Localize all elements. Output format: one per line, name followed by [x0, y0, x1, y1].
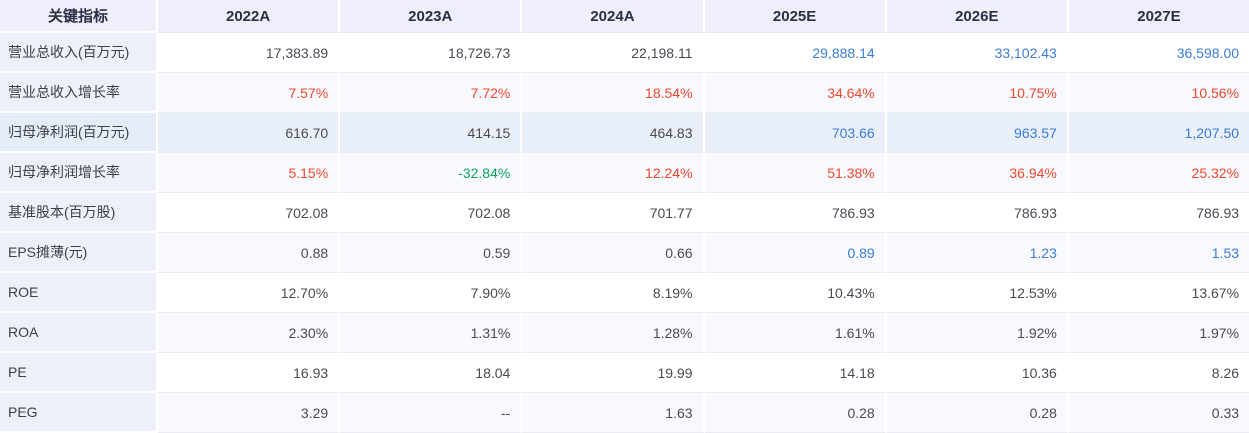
value-cell: 464.83: [522, 113, 705, 153]
value-cell: 7.90%: [340, 273, 523, 313]
value-cell: 1.23: [886, 233, 1069, 273]
table-row[interactable]: 归母净利润增长率 5.15% -32.84% 12.24% 51.38% 36.94% 25…: [0, 153, 1249, 193]
value-cell: 36.94%: [886, 153, 1069, 193]
header-cell-year: 2022A: [158, 0, 341, 33]
value-cell: 12.70%: [158, 273, 341, 313]
header-cell-year: 2026E: [886, 0, 1069, 33]
value-cell: 51.38%: [704, 153, 887, 193]
row-label: 归母净利润(百万元): [0, 113, 158, 153]
value-cell: 12.53%: [886, 273, 1069, 313]
table-row[interactable]: 营业总收入(百万元) 17,383.89 18,726.73 22,198.11 29,…: [0, 33, 1249, 73]
value-cell: 10.56%: [1068, 73, 1249, 113]
row-label: 归母净利润增长率: [0, 153, 158, 193]
row-label: PEG: [0, 393, 158, 433]
value-cell: 1.92%: [886, 313, 1069, 353]
value-cell: 3.29: [158, 393, 341, 433]
value-cell: 0.28: [886, 393, 1069, 433]
value-cell: 36,598.00: [1068, 33, 1249, 73]
value-cell: 25.32%: [1068, 153, 1249, 193]
table-body: 营业总收入(百万元) 17,383.89 18,726.73 22,198.11 29,…: [0, 33, 1249, 433]
value-cell: 10.43%: [704, 273, 887, 313]
value-cell: 0.88: [158, 233, 341, 273]
table-row[interactable]: ROA 2.30% 1.31% 1.28% 1.61% 1.92% 1.97%: [0, 313, 1249, 353]
value-cell: 414.15: [340, 113, 523, 153]
value-cell: 0.66: [522, 233, 705, 273]
row-label: ROE: [0, 273, 158, 313]
value-cell: 1,207.50: [1068, 113, 1249, 153]
value-cell: 703.66: [704, 113, 887, 153]
value-cell: 19.99: [522, 353, 705, 393]
value-cell: 17,383.89: [158, 33, 341, 73]
header-cell-year: 2025E: [704, 0, 887, 33]
value-cell: 702.08: [158, 193, 341, 233]
value-cell: 701.77: [522, 193, 705, 233]
table-row[interactable]: 基准股本(百万股) 702.08 702.08 701.77 786.93 786.93 7…: [0, 193, 1249, 233]
value-cell: 1.61%: [704, 313, 887, 353]
value-cell: 13.67%: [1068, 273, 1249, 313]
table-row[interactable]: 营业总收入增长率 7.57% 7.72% 18.54% 34.64% 10.75% 10.5…: [0, 73, 1249, 113]
value-cell: 1.28%: [522, 313, 705, 353]
value-cell: 10.36: [886, 353, 1069, 393]
header-cell-year: 2023A: [340, 0, 523, 33]
value-cell: 16.93: [158, 353, 341, 393]
value-cell: 12.24%: [522, 153, 705, 193]
value-cell: 0.59: [340, 233, 523, 273]
row-label: EPS摊薄(元): [0, 233, 158, 273]
row-label: ROA: [0, 313, 158, 353]
value-cell: 0.89: [704, 233, 887, 273]
value-cell: 0.33: [1068, 393, 1249, 433]
value-cell: 7.72%: [340, 73, 523, 113]
table-row[interactable]: PE 16.93 18.04 19.99 14.18 10.36 8.26: [0, 353, 1249, 393]
value-cell: 1.31%: [340, 313, 523, 353]
value-cell: 33,102.43: [886, 33, 1069, 73]
value-cell: 702.08: [340, 193, 523, 233]
header-cell-year: 2027E: [1068, 0, 1249, 33]
value-cell: 0.28: [704, 393, 887, 433]
value-cell: 8.26: [1068, 353, 1249, 393]
value-cell: -32.84%: [340, 153, 523, 193]
header-cell-indicator: 关键指标: [0, 0, 158, 33]
value-cell: 22,198.11: [522, 33, 705, 73]
row-label: 营业总收入增长率: [0, 73, 158, 113]
value-cell: 1.53: [1068, 233, 1249, 273]
table-header-row: 关键指标 2022A 2023A 2024A 2025E 2026E 2027E: [0, 0, 1249, 33]
table-row[interactable]: EPS摊薄(元) 0.88 0.59 0.66 0.89 1.23 1.53: [0, 233, 1249, 273]
value-cell: 786.93: [704, 193, 887, 233]
value-cell: 2.30%: [158, 313, 341, 353]
value-cell: 1.63: [522, 393, 705, 433]
value-cell: 18.54%: [522, 73, 705, 113]
value-cell: 786.93: [886, 193, 1069, 233]
value-cell: 5.15%: [158, 153, 341, 193]
value-cell: 14.18: [704, 353, 887, 393]
value-cell: 7.57%: [158, 73, 341, 113]
value-cell: 34.64%: [704, 73, 887, 113]
row-label: PE: [0, 353, 158, 393]
value-cell: 18,726.73: [340, 33, 523, 73]
header-cell-year: 2024A: [522, 0, 705, 33]
value-cell: --: [340, 393, 523, 433]
table-row[interactable]: ROE 12.70% 7.90% 8.19% 10.43% 12.53% 13.67%: [0, 273, 1249, 313]
value-cell: 1.97%: [1068, 313, 1249, 353]
value-cell: 18.04: [340, 353, 523, 393]
table-row[interactable]: PEG 3.29 -- 1.63 0.28 0.28 0.33: [0, 393, 1249, 433]
row-label: 基准股本(百万股): [0, 193, 158, 233]
value-cell: 10.75%: [886, 73, 1069, 113]
value-cell: 8.19%: [522, 273, 705, 313]
value-cell: 963.57: [886, 113, 1069, 153]
value-cell: 29,888.14: [704, 33, 887, 73]
table-row[interactable]: 归母净利润(百万元) 616.70 414.15 464.83 703.66 963.57…: [0, 113, 1249, 153]
value-cell: 786.93: [1068, 193, 1249, 233]
row-label: 营业总收入(百万元): [0, 33, 158, 73]
value-cell: 616.70: [158, 113, 341, 153]
